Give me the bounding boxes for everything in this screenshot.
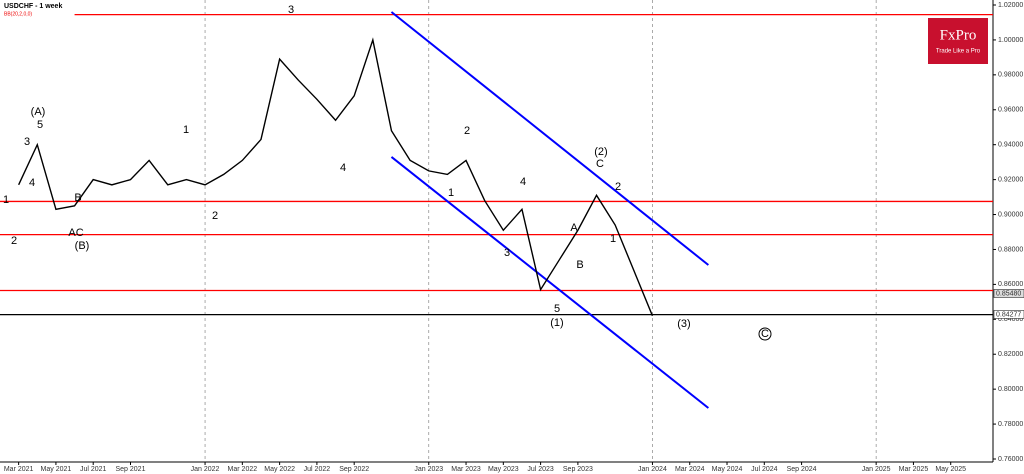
x-tick-label: Mar 2024 bbox=[675, 466, 705, 473]
y-tick-label: 0.92000 bbox=[998, 176, 1023, 183]
wave-label: 1 bbox=[3, 194, 9, 206]
x-tick-label: Mar 2022 bbox=[228, 466, 258, 473]
y-tick-label: 0.80000 bbox=[998, 386, 1023, 393]
y-tick-label: 0.98000 bbox=[998, 72, 1023, 79]
indicator-label: BB(20,2,0,0) bbox=[4, 11, 32, 17]
y-tick-label: 0.84000 bbox=[998, 316, 1023, 323]
x-tick-label: Jul 2024 bbox=[751, 466, 778, 473]
logo-name: FxPro bbox=[940, 27, 977, 43]
x-tick-label: Jul 2023 bbox=[527, 466, 554, 473]
wave-label: 1 bbox=[610, 233, 616, 245]
wave-circle bbox=[758, 327, 772, 341]
y-tick-label: 0.86000 bbox=[998, 281, 1023, 288]
chart-title: USDCHF - 1 week bbox=[4, 3, 62, 10]
y-tick-label: 0.76000 bbox=[998, 456, 1023, 463]
wave-label: (1) bbox=[550, 317, 563, 329]
wave-label: C bbox=[596, 158, 604, 170]
x-tick-label: Mar 2023 bbox=[451, 466, 481, 473]
y-tick-label: 0.96000 bbox=[998, 107, 1023, 114]
x-tick-label: Mar 2021 bbox=[4, 466, 34, 473]
wave-label: 4 bbox=[340, 162, 346, 174]
x-tick-label: Sep 2021 bbox=[115, 466, 145, 473]
wave-label: 2 bbox=[212, 210, 218, 222]
channel-line bbox=[390, 156, 709, 409]
logo-tagline: Trade Like a Pro bbox=[936, 49, 981, 55]
wave-label: (B) bbox=[75, 240, 90, 252]
price-label-box bbox=[993, 310, 1024, 319]
wave-label: B bbox=[576, 259, 583, 271]
wave-label: 4 bbox=[29, 177, 35, 189]
x-tick-label: Sep 2024 bbox=[787, 466, 817, 473]
x-tick-label: May 2021 bbox=[41, 466, 72, 473]
wave-label: 1 bbox=[183, 124, 189, 136]
wave-label: 3 bbox=[288, 4, 294, 16]
wave-label: B bbox=[74, 192, 81, 204]
y-tick-label: 0.90000 bbox=[998, 211, 1023, 218]
x-tick-label: Jul 2021 bbox=[80, 466, 107, 473]
wave-label: 5 bbox=[554, 303, 560, 315]
price-label-box bbox=[993, 289, 1024, 298]
x-tick-label: May 2025 bbox=[935, 466, 966, 473]
price-line bbox=[18, 37, 654, 317]
wave-label: (3) bbox=[677, 318, 690, 330]
y-tick-label: 1.00000 bbox=[998, 37, 1023, 44]
y-tick-label: 1.02000 bbox=[998, 2, 1023, 9]
x-tick-label: Jan 2022 bbox=[191, 466, 220, 473]
y-tick-label: 0.88000 bbox=[998, 246, 1023, 253]
x-tick-label: Jan 2025 bbox=[862, 466, 891, 473]
x-tick-label: Jul 2022 bbox=[304, 466, 331, 473]
y-tick-label: 0.82000 bbox=[998, 351, 1023, 358]
channel-line bbox=[390, 11, 710, 266]
wave-label: 3 bbox=[504, 247, 510, 259]
wave-label: 2 bbox=[615, 181, 621, 193]
wave-label: 2 bbox=[464, 125, 470, 137]
y-tick-label: 0.78000 bbox=[998, 421, 1023, 428]
wave-label: 4 bbox=[520, 176, 526, 188]
x-tick-label: May 2022 bbox=[264, 466, 295, 473]
wave-label: (A) bbox=[31, 106, 46, 118]
wave-label: C bbox=[761, 328, 769, 340]
x-tick-label: Jan 2024 bbox=[638, 466, 667, 473]
logo-box bbox=[928, 18, 988, 64]
x-tick-label: Jan 2023 bbox=[414, 466, 443, 473]
price-label: 0.84277 bbox=[996, 311, 1021, 318]
x-tick-label: Sep 2022 bbox=[339, 466, 369, 473]
wave-label: 3 bbox=[24, 136, 30, 148]
wave-label: AC bbox=[68, 227, 83, 239]
y-tick-label: 0.94000 bbox=[998, 142, 1023, 149]
price-label: 0.85480 bbox=[996, 290, 1021, 297]
wave-label: A bbox=[570, 222, 578, 234]
wave-label: 2 bbox=[11, 235, 17, 247]
wave-label: 5 bbox=[37, 119, 43, 131]
x-tick-label: May 2023 bbox=[488, 466, 519, 473]
wave-label: 1 bbox=[448, 187, 454, 199]
x-tick-label: Sep 2023 bbox=[563, 466, 593, 473]
wave-label: (2) bbox=[594, 146, 607, 158]
x-tick-label: May 2024 bbox=[712, 466, 743, 473]
x-tick-label: Mar 2025 bbox=[899, 466, 929, 473]
